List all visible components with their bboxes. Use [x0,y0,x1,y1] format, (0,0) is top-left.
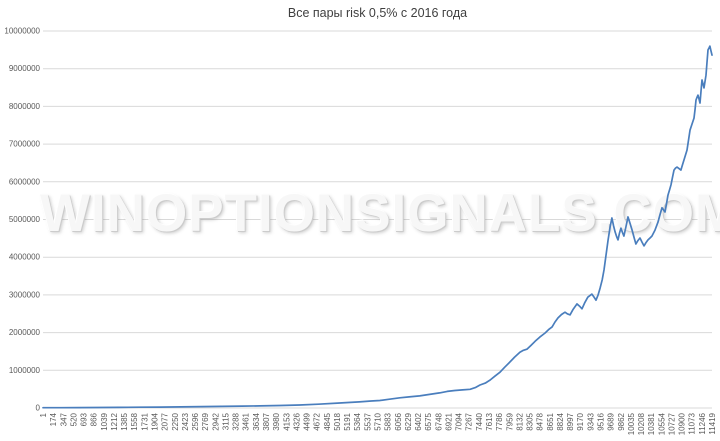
x-tick-label: 3115 [221,412,230,430]
x-tick-label: 4153 [282,412,291,430]
y-tick-label: 10000000 [4,27,40,36]
x-tick-label: 1731 [140,412,149,430]
x-tick-label: 9170 [576,412,585,430]
x-tick-label: 3288 [232,412,241,430]
x-tick-label: 3634 [252,412,261,430]
x-tick-label: 10900 [678,412,687,435]
x-tick-label: 2942 [211,412,220,430]
x-tick-label: 6748 [434,412,443,430]
y-tick-label: 7000000 [9,140,41,149]
x-tick-label: 2077 [161,412,170,430]
x-tick-label: 1212 [110,412,119,430]
x-tick-label: 7959 [505,412,514,430]
y-tick-label: 4000000 [9,253,41,262]
x-tick-label: 7094 [455,412,464,430]
y-tick-label: 1000000 [9,366,41,375]
x-tick-label: 5364 [353,412,362,430]
y-tick-label: 2000000 [9,328,41,337]
x-tick-label: 10035 [627,412,636,435]
y-tick-label: 5000000 [9,215,41,224]
y-tick-label: 8000000 [9,102,41,111]
x-tick-label: 8132 [515,412,524,430]
x-tick-label: 174 [49,412,58,426]
x-tick-label: 6921 [444,412,453,430]
x-tick-label: 8305 [526,412,535,430]
x-tick-label: 8651 [546,412,555,430]
x-tick-label: 11073 [688,412,697,434]
x-tick-label: 6056 [394,412,403,430]
x-tick-label: 1385 [120,412,129,430]
x-tick-label: 10727 [667,412,676,435]
x-tick-label: 4672 [313,412,322,430]
x-tick-label: 3461 [242,412,251,430]
series-line [42,45,713,409]
x-tick-label: 5710 [374,412,383,430]
x-tick-label: 347 [59,412,68,426]
x-tick-label: 6575 [424,412,433,430]
x-tick-label: 7267 [465,412,474,430]
x-tick-label: 5191 [343,412,352,430]
x-tick-label: 3807 [262,412,271,430]
x-tick-label: 1558 [130,412,139,430]
x-tick-label: 9689 [607,412,616,430]
x-tick-label: 2596 [191,412,200,430]
x-tick-label: 1 [39,412,48,417]
x-tick-label: 8997 [566,412,575,430]
x-tick-label: 1039 [100,412,109,430]
x-tick-label: 6229 [404,412,413,430]
x-tick-label: 8824 [556,412,565,430]
x-tick-label: 3980 [272,412,281,430]
x-tick-label: 520 [69,412,78,426]
x-tick-label: 7613 [485,412,494,430]
y-tick-label: 0 [36,404,41,413]
x-tick-label: 5018 [333,412,342,430]
x-tick-label: 4326 [292,412,301,430]
chart-title: Все пары risk 0,5% с 2016 года [287,6,468,20]
x-tick-label: 2423 [181,412,190,430]
x-tick-label: 7440 [475,412,484,430]
x-tick-label: 9343 [586,412,595,430]
x-tick-label: 866 [90,412,99,426]
x-tick-label: 7786 [495,412,504,430]
x-tick-label: 11419 [708,412,717,434]
x-tick-label: 4845 [323,412,332,430]
x-tick-label: 2769 [201,412,210,430]
x-tick-label: 9862 [617,412,626,430]
x-tick-label: 11246 [698,412,707,434]
x-tick-label: 8478 [536,412,545,430]
x-tick-label: 1904 [151,412,160,430]
y-tick-label: 6000000 [9,177,41,186]
y-tick-label: 9000000 [9,64,41,73]
x-tick-label: 9516 [597,412,606,430]
x-tick-label: 10554 [657,412,666,435]
x-tick-label: 4499 [303,412,312,430]
x-tick-label: 10208 [637,412,646,435]
x-tick-label: 5537 [363,412,372,430]
x-tick-label: 5883 [384,412,393,430]
x-tick-label: 2250 [171,412,180,430]
y-tick-label: 3000000 [9,290,41,299]
x-tick-label: 10381 [647,412,656,435]
x-tick-label: 6402 [414,412,423,430]
x-tick-label: 693 [80,412,89,426]
